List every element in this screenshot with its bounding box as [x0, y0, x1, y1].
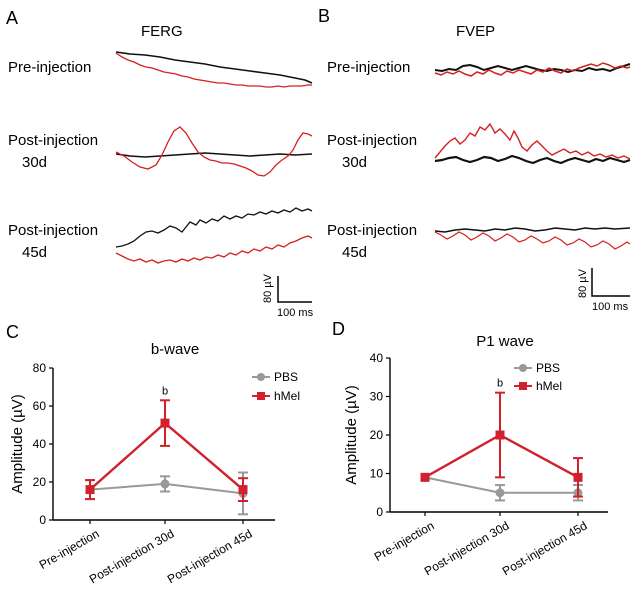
fvep-45d-trace-black: [434, 227, 631, 233]
p1-wave-x-tick-label: Pre-injection: [372, 518, 437, 563]
p1-wave-y-tick-label: 40: [370, 351, 384, 365]
p1-wave-hmel-line: [424, 433, 579, 479]
p1-wave-y-tick-label: 0: [376, 505, 383, 519]
p1-wave-significance-label: b: [497, 378, 503, 390]
b-wave-y-tick-label: 0: [39, 513, 46, 527]
p1-wave-hmel-point: [573, 472, 583, 482]
fvep-scale-bar: [591, 268, 630, 297]
b-wave-x-tick-label: Post-injection 45d: [165, 526, 255, 586]
ferg-row-label-30d-line2: 30d: [22, 154, 47, 171]
p1-wave-legend-hmel-marker: [519, 382, 527, 390]
p1-wave-legend-hmel-label: hMel: [536, 379, 562, 393]
p1-wave-y-tick-label: 20: [370, 428, 384, 442]
ferg-pre-trace-black: [115, 51, 313, 84]
b-wave-pbs-point: [160, 479, 170, 489]
p1-wave-title: P1 wave: [476, 333, 534, 350]
panel-b: B FVEP Pre-injection Post-injection 30d …: [318, 6, 631, 313]
ferg-scale-bar: [277, 276, 312, 303]
chart-p1-wave: D P1 wave 0 10 20 30 40 Amplitude (µV) Pre-inje…: [332, 319, 608, 578]
ferg-row-label-45d-line1: Post-injection: [8, 222, 98, 239]
ferg-row-label-45d-line2: 45d: [22, 244, 47, 261]
p1-wave-hmel-point: [495, 430, 505, 440]
b-wave-hmel-line: [89, 421, 244, 491]
fvep-scale-vertical-label: 80 µV: [577, 268, 589, 298]
chart-b-wave: C b-wave 0 20 40 60 80 Amplitude (µV) Pre-injec…: [6, 322, 300, 586]
panel-a: A FERG Pre-injection Post-injection 30d …: [6, 8, 314, 319]
ferg-45d-trace-red: [115, 235, 313, 264]
p1-wave-hmel-point: [420, 472, 430, 482]
fvep-row-label-30d-line2: 30d: [342, 154, 367, 171]
fvep-pre-trace-red: [434, 62, 631, 77]
b-wave-legend-hmel-marker: [257, 392, 265, 400]
ferg-row-label-pre: Pre-injection: [8, 59, 91, 76]
ferg-title: FERG: [141, 23, 183, 40]
panel-letter-a: A: [6, 8, 18, 28]
b-wave-legend-hmel-label: hMel: [274, 389, 300, 403]
b-wave-y-tick-label: 20: [33, 475, 47, 489]
b-wave-x-tick-label: Pre-injection: [37, 526, 102, 571]
b-wave-y-tick-label: 40: [33, 437, 47, 451]
b-wave-hmel-point: [85, 485, 95, 495]
fvep-title: FVEP: [456, 23, 495, 40]
p1-wave-legend-pbs-label: PBS: [536, 361, 560, 375]
fvep-scale-horizontal-label: 100 ms: [592, 301, 629, 313]
ferg-30d-trace-red: [115, 126, 313, 177]
b-wave-significance-label: b: [162, 385, 168, 397]
p1-wave-x-tick-label: Post-injection 30d: [422, 518, 512, 578]
p1-wave-pbs-point: [495, 488, 505, 498]
ferg-scale-horizontal-label: 100 ms: [277, 307, 314, 319]
panel-letter-c: C: [6, 322, 19, 342]
fvep-row-label-45d-line2: 45d: [342, 244, 367, 261]
ferg-scale-vertical-label: 80 µV: [262, 273, 274, 303]
b-wave-hmel-point: [160, 418, 170, 428]
p1-wave-y-axis-label: Amplitude (µV): [343, 385, 360, 485]
p1-wave-y-tick-label: 30: [370, 390, 384, 404]
ferg-30d-trace-black: [115, 152, 313, 158]
fvep-45d-trace-red: [434, 231, 631, 250]
b-wave-y-tick-label: 60: [33, 399, 47, 413]
b-wave-y-axis-label: Amplitude (µV): [9, 394, 26, 494]
fvep-row-label-45d-line1: Post-injection: [327, 222, 417, 239]
b-wave-hmel-point: [238, 485, 248, 495]
b-wave-y-tick-label: 80: [33, 361, 47, 375]
p1-wave-legend-pbs-marker: [519, 364, 527, 372]
ferg-pre-trace-red: [115, 52, 312, 88]
b-wave-legend-pbs-label: PBS: [274, 370, 298, 384]
p1-wave-x-tick-label: Post-injection 45d: [500, 518, 590, 578]
b-wave-x-tick-label: Post-injection 30d: [87, 526, 177, 586]
fvep-pre-trace-black: [434, 63, 631, 74]
fvep-30d-trace-black: [434, 154, 631, 165]
fvep-row-label-pre: Pre-injection: [327, 59, 410, 76]
panel-letter-b: B: [318, 6, 330, 26]
b-wave-legend-pbs-marker: [257, 373, 265, 381]
p1-wave-y-tick-label: 10: [370, 467, 384, 481]
b-wave-title: b-wave: [151, 341, 199, 358]
ferg-45d-trace-black: [115, 207, 313, 248]
panel-letter-d: D: [332, 319, 345, 339]
fvep-row-label-30d-line1: Post-injection: [327, 132, 417, 149]
ferg-row-label-30d-line1: Post-injection: [8, 132, 98, 149]
fvep-30d-trace-red: [434, 122, 631, 160]
